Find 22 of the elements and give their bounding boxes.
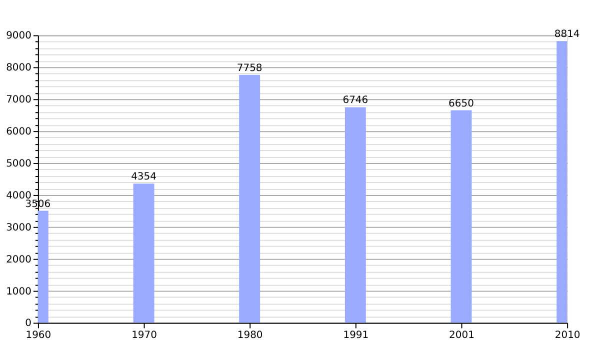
x-tick-label: 2010 (554, 330, 580, 342)
y-tick-label: 9000 (6, 30, 32, 42)
data-label: 6746 (342, 95, 368, 106)
y-tick-label: 1000 (6, 286, 32, 298)
y-tick-label: 7000 (6, 94, 32, 106)
x-tick-label: 1980 (237, 330, 263, 342)
data-label: 7758 (236, 62, 262, 74)
y-tick-label: 2000 (6, 254, 32, 266)
y-tick-label: 8000 (6, 62, 32, 74)
data-label: 6650 (448, 98, 474, 110)
x-tick-label: 1970 (132, 330, 157, 342)
y-tick-label: 3000 (6, 222, 32, 234)
x-tick-label: 2001 (449, 330, 474, 342)
x-tick-label: 1960 (26, 330, 52, 342)
y-tick-label: 0 (25, 318, 32, 330)
y-tick-label: 6000 (6, 126, 32, 138)
bar (344, 107, 366, 323)
data-label: 4354 (131, 172, 156, 183)
x-tick-label: 1991 (343, 330, 369, 342)
y-tick-label: 5000 (6, 158, 32, 170)
data-label: 8814 (554, 29, 580, 40)
bar (239, 74, 260, 323)
